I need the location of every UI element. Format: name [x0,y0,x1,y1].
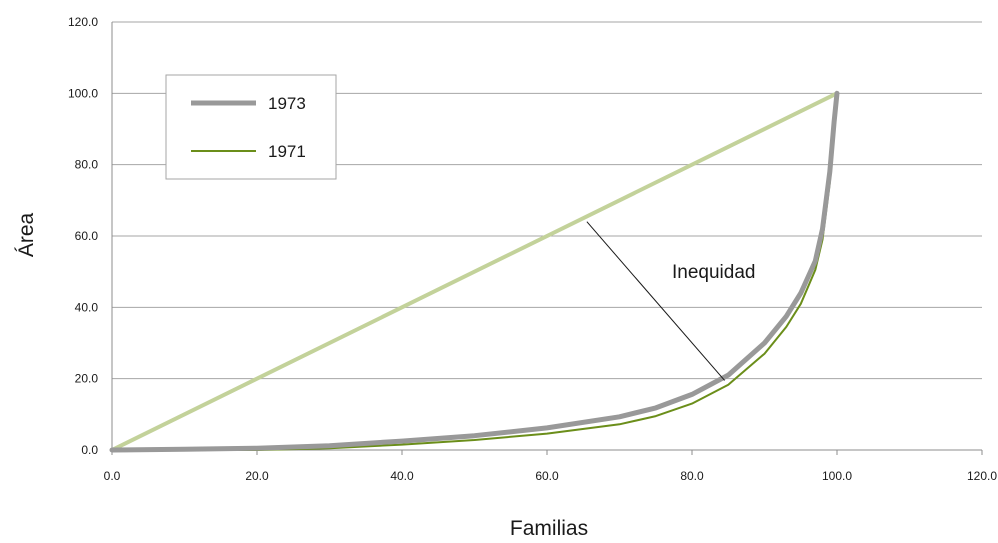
y-tick-label: 120.0 [68,15,98,29]
legend: 1973 1971 [165,74,337,180]
y-axis-title: Área [15,213,38,258]
x-tick-label: 20.0 [245,469,269,483]
legend-label-1973: 1973 [268,94,306,113]
y-tick-label: 80.0 [75,158,99,172]
y-tick-label: 100.0 [68,86,98,100]
y-tick-label: 40.0 [75,300,99,314]
y-tick-labels: 0.0 20.0 40.0 60.0 80.0 100.0 120.0 [68,15,98,457]
x-tick-label: 40.0 [390,469,414,483]
series-line-1973 [109,90,840,453]
legend-box [165,74,337,180]
legend-label-1971: 1971 [268,142,306,161]
series-lines [109,90,840,453]
equality-line [110,91,839,452]
y-tick-label: 60.0 [75,229,99,243]
x-tick-labels: 0.0 20.0 40.0 60.0 80.0 100.0 120.0 [104,469,998,483]
x-tick-label: 80.0 [680,469,704,483]
x-tick-label: 0.0 [104,469,121,483]
x-tick-label: 100.0 [822,469,852,483]
annotation-pointer-line [586,221,726,381]
y-tick-label: 0.0 [81,443,98,457]
annotation: Inequidad [586,221,755,381]
annotation-label: Inequidad [672,262,755,283]
x-tick-label: 60.0 [535,469,559,483]
y-tick-label: 20.0 [75,372,99,386]
x-tick-label: 120.0 [967,469,997,483]
x-axis-title: Familias [510,517,588,540]
